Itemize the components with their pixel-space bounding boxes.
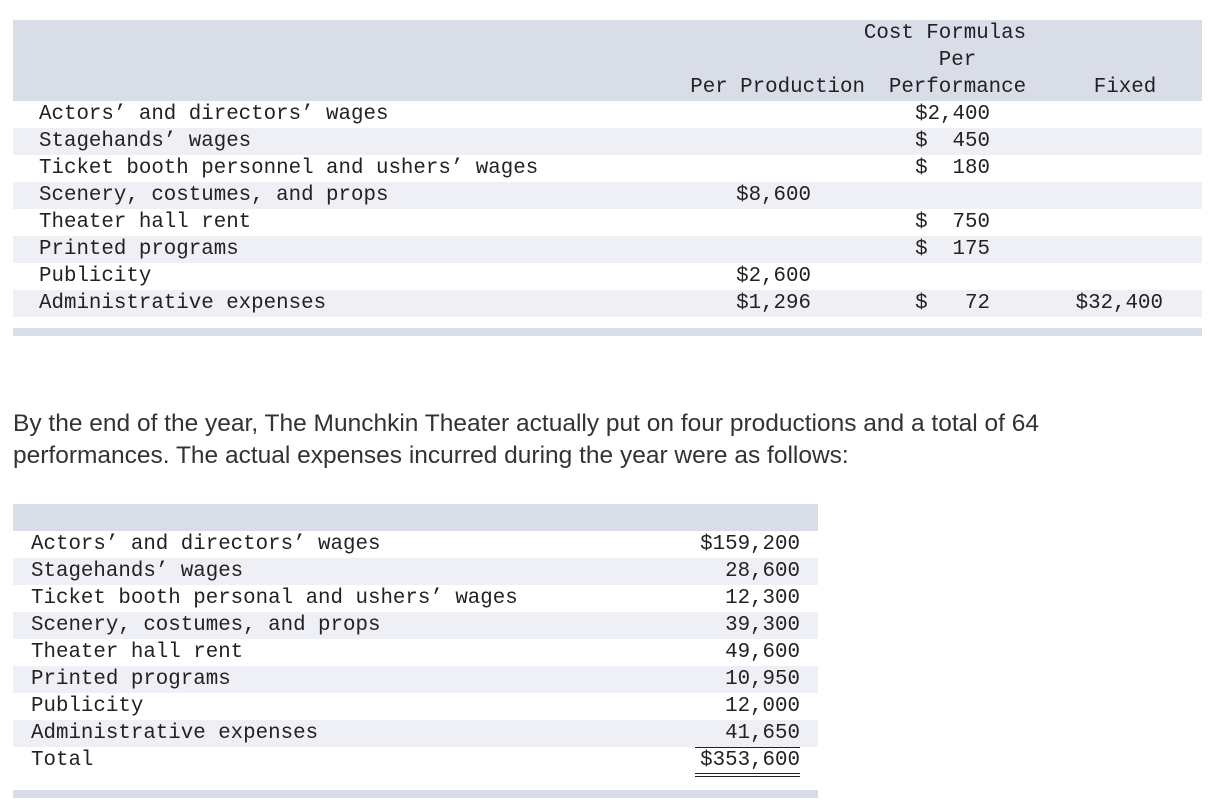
row-label: Stagehands’ wages bbox=[31, 560, 244, 583]
cell-value: 39,300 bbox=[725, 614, 800, 637]
column-header: Per Production bbox=[690, 76, 865, 99]
cell-value: $1,296 bbox=[736, 292, 811, 315]
footer-bar bbox=[13, 790, 818, 798]
header-band bbox=[13, 504, 818, 531]
row-label: Actors’ and directors’ wages bbox=[31, 533, 381, 556]
row-label: Theater hall rent bbox=[39, 211, 252, 234]
row-label: Scenery, costumes, and props bbox=[31, 614, 381, 637]
cell-value: $2,400 bbox=[915, 103, 990, 126]
cell-value: 12,000 bbox=[725, 695, 800, 718]
cell-value: 10,950 bbox=[725, 668, 800, 691]
paragraph: By the end of the year, The Munchkin The… bbox=[13, 410, 1040, 469]
row-band bbox=[13, 720, 818, 747]
cell-value: $159,200 bbox=[700, 533, 800, 556]
row-band bbox=[13, 558, 818, 585]
header-band bbox=[13, 20, 1202, 101]
group-header: Cost Formulas bbox=[863, 22, 1027, 45]
column-header: Per Performance bbox=[888, 49, 1027, 99]
row-band bbox=[13, 128, 1202, 155]
row-band bbox=[13, 182, 1202, 209]
cell-value: $ 175 bbox=[915, 238, 990, 261]
cell-value: $32,400 bbox=[1075, 292, 1163, 315]
row-label: Stagehands’ wages bbox=[39, 130, 252, 153]
total-value: $353,600 bbox=[695, 747, 800, 777]
cell-value: 49,600 bbox=[725, 641, 800, 664]
row-label: Actors’ and directors’ wages bbox=[39, 103, 389, 126]
row-label: Scenery, costumes, and props bbox=[39, 184, 389, 207]
row-label: Total bbox=[31, 749, 94, 772]
cell-value: $ 450 bbox=[915, 130, 990, 153]
cell-value: 28,600 bbox=[725, 560, 800, 583]
cell-value: $ 180 bbox=[915, 157, 990, 180]
cell-value: $ 72 bbox=[915, 292, 990, 315]
row-label: Publicity bbox=[39, 265, 152, 288]
cell-value: $2,600 bbox=[736, 265, 811, 288]
column-header: Fixed bbox=[1093, 76, 1157, 99]
row-band bbox=[13, 236, 1202, 263]
row-label: Printed programs bbox=[31, 668, 231, 691]
row-label: Administrative expenses bbox=[39, 292, 327, 315]
row-band bbox=[13, 612, 818, 639]
row-label: Administrative expenses bbox=[31, 722, 319, 745]
row-label: Publicity bbox=[31, 695, 144, 718]
cell-value: 41,650 bbox=[725, 722, 800, 745]
row-label: Printed programs bbox=[39, 238, 239, 261]
row-label: Ticket booth personal and ushers’ wages bbox=[31, 587, 518, 610]
cell-value: $8,600 bbox=[736, 184, 811, 207]
cell-value: 12,300 bbox=[725, 587, 800, 610]
row-band bbox=[13, 666, 818, 693]
cell-value: $ 750 bbox=[915, 211, 990, 234]
footer-bar bbox=[13, 328, 1202, 336]
row-label: Theater hall rent bbox=[31, 641, 244, 664]
row-band bbox=[13, 290, 1202, 317]
row-label: Ticket booth personnel and ushers’ wages bbox=[39, 157, 539, 180]
